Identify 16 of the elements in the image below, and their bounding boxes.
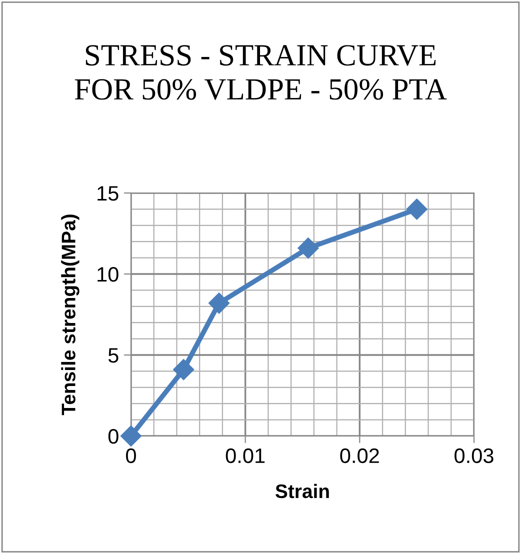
x-tick-label: 0 bbox=[126, 448, 136, 464]
y-tick-label: 15 bbox=[98, 186, 118, 201]
point bbox=[406, 198, 428, 220]
point bbox=[120, 425, 142, 447]
y-tick-label: 10 bbox=[98, 267, 118, 282]
y-axis-title: Tensile strength(MPa) bbox=[61, 214, 80, 416]
x-axis-title: Strain bbox=[276, 484, 329, 498]
y-tick-label: 5 bbox=[108, 348, 118, 363]
chart-title: STRESS - STRAIN CURVE FOR 50% VLDPE - 50% PTA bbox=[74, 45, 447, 100]
point bbox=[298, 238, 319, 259]
x-tick-label: 0.03 bbox=[454, 448, 494, 464]
y-tick-label: 0 bbox=[108, 429, 118, 444]
point bbox=[173, 359, 194, 380]
x-tick-label: 0.01 bbox=[226, 448, 265, 464]
point bbox=[208, 292, 230, 314]
x-tick-label: 0.02 bbox=[340, 448, 379, 464]
